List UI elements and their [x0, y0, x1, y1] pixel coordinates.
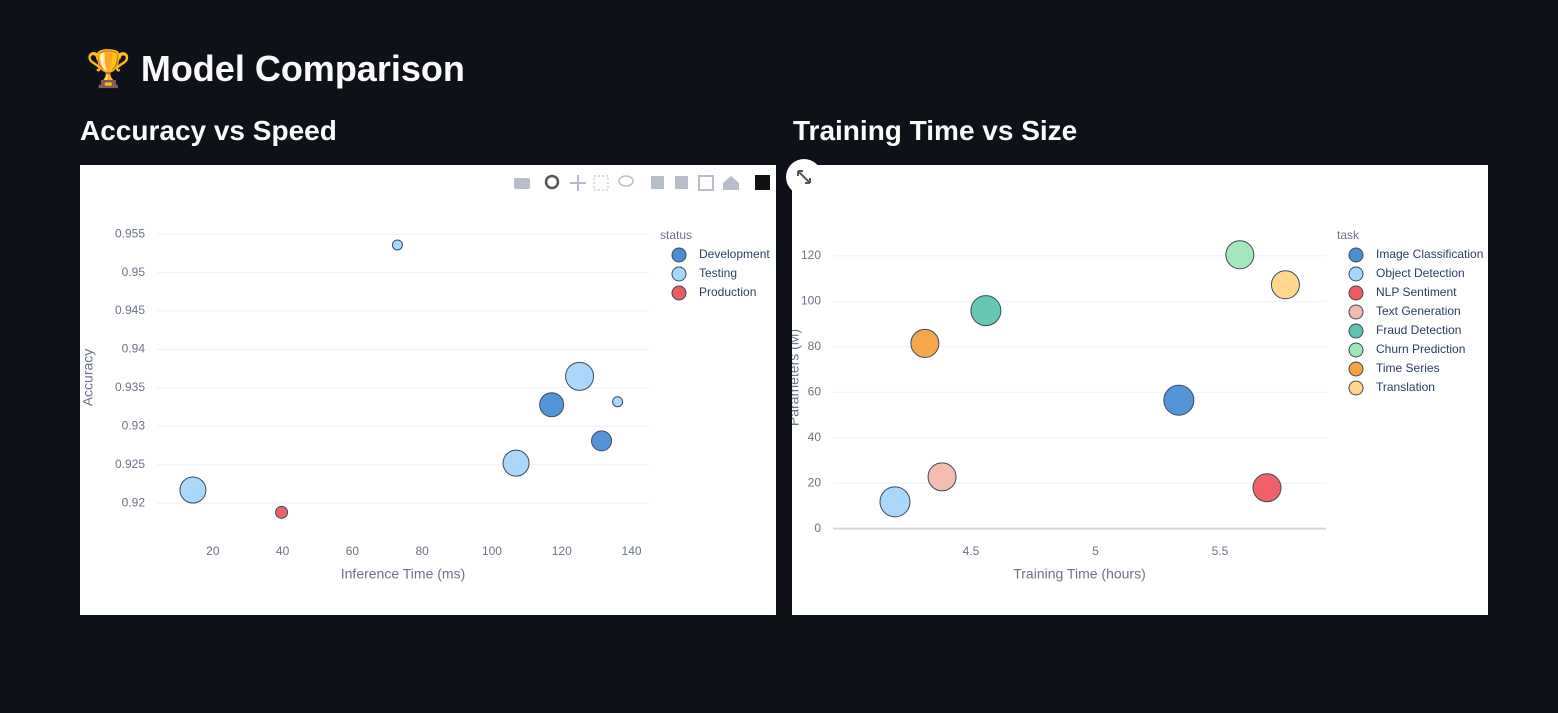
legend-marker [1348, 342, 1364, 358]
legend-marker [1348, 380, 1364, 396]
x-tick-label: 60 [346, 544, 360, 558]
bubble [970, 295, 1002, 327]
y-axis-title: Accuracy [80, 349, 96, 407]
legend-label: NLP Sentiment [1376, 285, 1457, 299]
chart-title: Training Time vs Size [793, 115, 1078, 146]
chart-title: Accuracy vs Speed [80, 115, 337, 146]
y-tick-label: 60 [808, 384, 822, 398]
legend-marker [1348, 247, 1364, 263]
bubble [1252, 473, 1282, 503]
zoom-out-icon[interactable] [675, 176, 688, 189]
y-tick-label: 40 [808, 430, 822, 444]
modebar [514, 174, 770, 191]
bubble [502, 449, 530, 477]
lasso-icon[interactable] [618, 175, 634, 187]
bubble [1270, 270, 1300, 300]
expand-icon [797, 170, 811, 184]
x-tick-label: 120 [552, 544, 572, 558]
legend-label: Text Generation [1376, 304, 1461, 318]
legend-marker [1348, 304, 1364, 320]
x-tick-label: 4.5 [963, 544, 980, 558]
y-tick-label: 20 [808, 475, 822, 489]
autoscale-icon[interactable] [698, 175, 714, 191]
plotly-logo[interactable] [755, 175, 770, 190]
y-axis-title: Parameters (M) [792, 329, 802, 426]
chart-panel: 0.92 0.925 0.93 0.935 0.94 0.945 0.95 0.955 20 40… [80, 165, 776, 615]
y-tick-label: 0.95 [122, 265, 146, 279]
legend-marker [1348, 285, 1364, 301]
bubble [275, 505, 289, 519]
x-tick-label: 140 [622, 544, 642, 558]
legend-label: Fraud Detection [1376, 323, 1461, 337]
legend-marker [671, 247, 687, 263]
legend-marker [1348, 323, 1364, 339]
reset-icon[interactable] [723, 176, 739, 190]
y-tick-label: 100 [801, 294, 821, 308]
legend-label: Translation [1376, 380, 1435, 394]
page-title: 🏆 Model Comparison [86, 48, 465, 89]
bubble [1163, 384, 1195, 416]
bubble [539, 392, 565, 418]
x-tick-label: 80 [416, 544, 430, 558]
bubble [612, 396, 624, 408]
select-icon[interactable] [593, 175, 609, 191]
y-tick-label: 0.94 [122, 342, 146, 356]
y-tick-label: 0 [814, 521, 821, 535]
y-tick-label: 80 [808, 339, 822, 353]
bubble [391, 239, 403, 251]
chart: 0.92 0.925 0.93 0.935 0.94 0.945 0.95 0.955 20 40… [80, 174, 770, 582]
y-tick-label: 0.955 [115, 226, 145, 240]
legend-marker [671, 266, 687, 282]
chart-panel: 0 20 40 60 80 100 120 4.5 5 5.5 Training Time (hou… [786, 165, 1488, 615]
y-tick-label: 120 [801, 248, 821, 262]
legend-label: Time Series [1376, 361, 1440, 375]
legend-label: Image Classification [1376, 247, 1483, 261]
legend-label: Churn Prediction [1376, 342, 1465, 356]
y-tick-label: 0.945 [115, 303, 145, 317]
legend-title: status [660, 228, 692, 242]
y-tick-label: 0.935 [115, 380, 145, 394]
x-tick-label: 40 [276, 544, 290, 558]
y-tick-label: 0.92 [122, 495, 146, 509]
bubble [1225, 240, 1255, 270]
legend-label: Testing [699, 266, 737, 280]
legend-marker [1348, 361, 1364, 377]
x-axis-title: Inference Time (ms) [341, 566, 465, 582]
bubble [565, 361, 595, 391]
bubble [927, 462, 957, 492]
x-tick-label: 5.5 [1212, 544, 1229, 558]
zoom-in-icon[interactable] [651, 176, 664, 189]
bubble [591, 430, 613, 452]
pan-icon[interactable] [570, 175, 586, 191]
legend-label: Production [699, 285, 756, 299]
expand-button[interactable] [785, 158, 823, 196]
legend-marker [1348, 266, 1364, 282]
bubble [910, 328, 940, 358]
legend-label: Object Detection [1376, 266, 1465, 280]
x-tick-label: 5 [1092, 544, 1099, 558]
y-tick-label: 0.93 [122, 418, 146, 432]
zoom-icon[interactable] [544, 174, 560, 190]
y-tick-label: 0.925 [115, 457, 145, 471]
bubble [879, 486, 911, 518]
legend-marker [671, 285, 687, 301]
x-axis-title: Training Time (hours) [1013, 566, 1146, 582]
chart: 0 20 40 60 80 100 120 4.5 5 5.5 Training Time (hou… [786, 228, 1484, 582]
bubble [179, 476, 207, 504]
x-tick-label: 20 [206, 544, 220, 558]
x-tick-label: 100 [482, 544, 502, 558]
legend-title: task [1337, 228, 1360, 242]
legend-label: Development [699, 247, 770, 261]
camera-icon[interactable] [514, 178, 530, 189]
